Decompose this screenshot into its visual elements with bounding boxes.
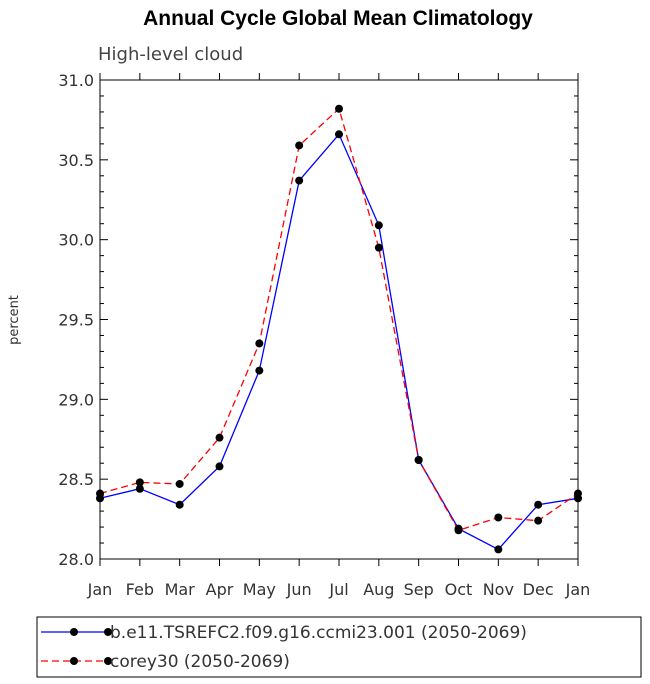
x-tick-label: Feb: [126, 580, 154, 599]
series-line-1: [99, 133, 579, 551]
series-1-point: [534, 500, 543, 509]
y-tick-label: 28.0: [58, 550, 94, 569]
legend-box: [36, 616, 642, 678]
series-2-point: [215, 433, 224, 442]
series-2-point: [135, 478, 144, 487]
y-tick-label: 30.0: [58, 231, 94, 250]
x-tick-label: Jul: [328, 580, 348, 599]
series-line-2: [99, 107, 579, 532]
chart-title: Annual Cycle Global Mean Climatology: [143, 7, 533, 30]
legend-marker-2b: [104, 657, 112, 665]
legend-label-1: b.e11.TSREFC2.f09.g16.ccmi23.001 (2050-2…: [110, 623, 527, 643]
x-tick-label: Jan: [565, 580, 591, 599]
series-1-point: [295, 176, 304, 185]
series-2-point: [494, 513, 503, 522]
series-2-point: [414, 456, 423, 465]
x-tick-label: Sep: [404, 580, 434, 599]
axis-ticks: [99, 73, 579, 566]
x-tick-label: Mar: [165, 580, 196, 599]
legend-marker-2a: [70, 657, 78, 665]
x-tick-label: Oct: [445, 580, 473, 599]
series-1-point: [215, 462, 224, 471]
y-tick-labels: 28.0 28.5 29.0 29.5 30.0 30.5 31.0: [58, 71, 94, 569]
y-tick-label: 29.5: [58, 311, 94, 330]
series-2-point: [96, 489, 104, 498]
series-1-point: [374, 221, 383, 230]
y-tick-label: 30.5: [58, 151, 94, 170]
legend-item-2: corey30 (2050-2069): [41, 652, 290, 672]
x-tick-label: Dec: [523, 580, 554, 599]
y-tick-label: 28.5: [58, 470, 94, 489]
x-tick-label: Aug: [363, 580, 394, 599]
x-tick-label: Nov: [483, 580, 514, 599]
series-2-point: [295, 141, 304, 150]
series-1-point: [255, 366, 264, 375]
legend-marker-1a: [70, 628, 78, 636]
series-1-point: [335, 130, 343, 139]
series-1-point: [175, 500, 184, 509]
series-1-point: [494, 545, 503, 554]
x-tick-labels: Jan Feb Mar Apr May Jun Jul Aug Sep Oct Nov Dec Jan: [87, 580, 591, 599]
x-tick-label: Jan: [87, 580, 113, 599]
series-2-point: [534, 516, 543, 525]
chart-subtitle: High-level cloud: [98, 44, 243, 65]
legend-item-1: b.e11.TSREFC2.f09.g16.ccmi23.001 (2050-2…: [41, 623, 527, 643]
x-tick-label: May: [243, 580, 276, 599]
series-2-point: [175, 479, 184, 488]
series-2-point: [374, 243, 383, 252]
series-2-point: [454, 526, 463, 535]
legend-marker-1b: [104, 628, 112, 636]
x-tick-label: Jun: [286, 580, 312, 599]
series-2-point: [335, 104, 343, 113]
y-axis-label: percent: [7, 295, 22, 345]
series-1-point: [135, 484, 144, 493]
legend-label-2: corey30 (2050-2069): [110, 652, 290, 672]
y-tick-label: 31.0: [58, 71, 94, 90]
x-tick-label: Apr: [206, 580, 234, 599]
series-2-point: [574, 489, 582, 498]
plot-frame: [99, 79, 579, 560]
series-layer: [96, 104, 582, 554]
y-tick-label: 29.0: [58, 390, 94, 409]
series-2-point: [255, 339, 264, 348]
